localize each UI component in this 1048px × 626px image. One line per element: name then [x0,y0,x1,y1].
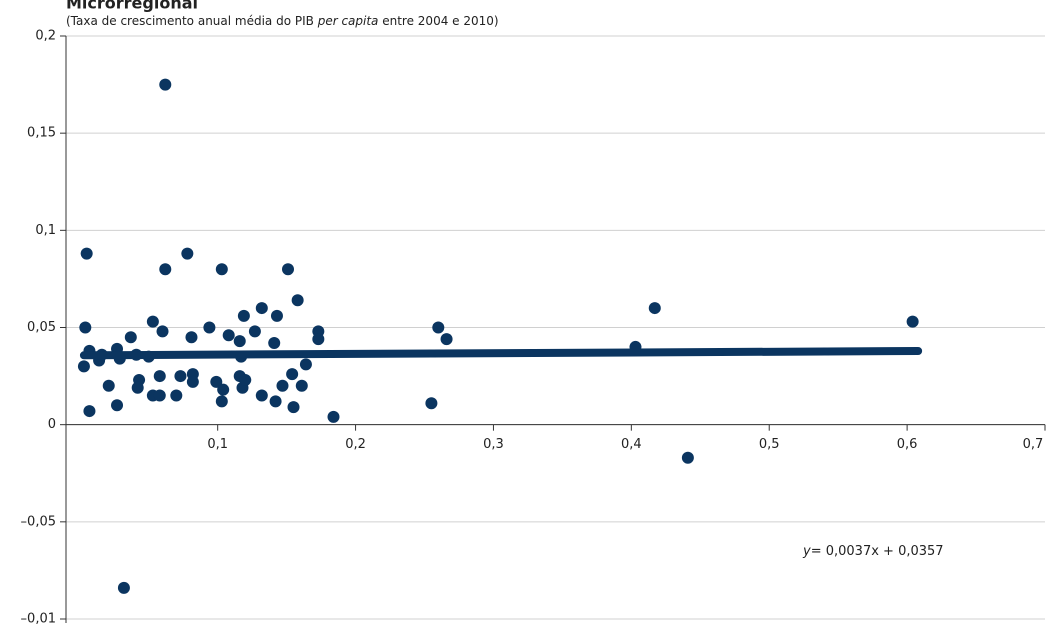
point [131,381,144,394]
equation-part: = 0,0037x + 0,0357 [811,544,944,559]
point [80,247,93,260]
point [174,370,187,383]
x-tick-label: 0,3 [483,437,504,452]
point [181,247,194,260]
equation-part: y [802,544,811,559]
point [233,335,246,348]
point [270,309,283,322]
point [79,321,92,334]
x-tick-label: 0,1 [207,437,228,452]
point [425,397,438,410]
point [185,331,198,344]
point [203,321,216,334]
y-tick-label: 0,15 [27,126,56,141]
point [153,389,166,402]
point [102,379,115,392]
point [255,302,268,315]
point [170,389,183,402]
point [186,375,199,388]
point [648,302,661,315]
point [269,395,282,408]
point [237,309,250,322]
x-tick-label: 0,7 [1023,437,1044,452]
subtitle-part: per capita [317,14,379,28]
point [286,368,299,381]
point [217,383,230,396]
point [124,331,137,344]
y-tick-label: –0,05 [21,514,56,529]
point [268,337,281,350]
point [222,329,235,342]
chart-subtitle: (Taxa de crescimento anual média do PIB … [66,14,499,28]
point [215,263,228,276]
y-tick-label: 0,1 [35,223,56,238]
point [77,360,90,373]
point [239,373,252,386]
point [156,325,169,338]
x-tick-label: 0,2 [345,437,366,452]
point [111,399,124,412]
chart-title: Microrregional [66,0,198,13]
equation: y= 0,0037x + 0,0357 [802,544,944,559]
point [210,375,223,388]
subtitle-part: (Taxa de crescimento anual média do PIB [66,14,318,28]
point [248,325,261,338]
y-tick-label: 0,05 [27,320,56,335]
point [312,333,325,346]
point [295,379,308,392]
point [327,410,340,423]
point [276,379,289,392]
subtitle-part: entre 2004 e 2010) [378,14,498,28]
point [299,358,312,371]
point [117,581,130,594]
point [215,395,228,408]
point [83,405,96,418]
point [432,321,445,334]
y-tick-label: 0,2 [35,29,56,44]
point [440,333,453,346]
point [146,315,159,328]
point [906,315,919,328]
point [159,263,172,276]
x-tick-label: 0,4 [621,437,642,452]
point [281,263,294,276]
point [681,451,694,464]
y-tick-label: 0 [48,417,56,432]
x-tick-label: 0,5 [759,437,780,452]
point [291,294,304,307]
y-tick-label: –0,01 [21,612,56,626]
x-tick-label: 0,6 [897,437,918,452]
point [255,389,268,402]
point [153,370,166,383]
point [287,401,300,414]
point [159,78,172,91]
trend-line [79,347,923,360]
